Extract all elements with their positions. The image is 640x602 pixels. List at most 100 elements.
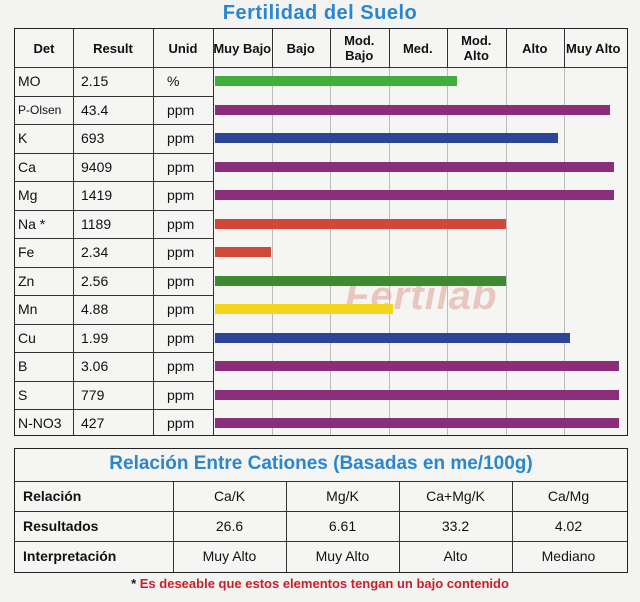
header-level: Muy Bajo <box>213 40 272 56</box>
element-unit: ppm <box>167 158 195 175</box>
element-name: Mg <box>18 187 38 204</box>
header-level: Mod. Alto <box>461 33 492 63</box>
element-result: 693 <box>81 130 105 147</box>
level-divider <box>564 29 565 67</box>
level-bar <box>215 104 610 115</box>
element-name: Mn <box>18 301 38 318</box>
cation-cell: 6.61 <box>328 518 357 534</box>
element-unit: ppm <box>167 415 195 432</box>
column-divider <box>173 481 174 572</box>
header-level: Bajo <box>286 40 315 56</box>
level-gridline <box>505 67 507 435</box>
element-result: 2.34 <box>81 244 109 261</box>
level-bar <box>215 247 271 258</box>
level-divider <box>330 29 331 67</box>
cations-title: Relación Entre Cationes (Basadas en me/1… <box>109 453 533 474</box>
column-divider <box>153 29 154 435</box>
level-bar <box>215 190 614 201</box>
fertility-table: Fertilab Det Result Unid Muy Bajo Bajo Mod. B… <box>14 28 628 436</box>
level-gridline <box>447 67 448 435</box>
row-divider <box>15 511 627 512</box>
element-unit: ppm <box>167 187 195 204</box>
level-gridline <box>564 67 565 435</box>
row-divider <box>15 323 213 325</box>
level-divider <box>388 29 390 67</box>
element-unit: ppm <box>167 329 195 346</box>
element-name: Fe <box>18 244 35 261</box>
element-result: 1.99 <box>81 329 109 346</box>
header-unid: Unid <box>168 40 198 56</box>
header-level: Muy Alto <box>566 40 621 56</box>
level-gridline <box>388 67 390 435</box>
cation-cell: Muy Alto <box>315 548 370 564</box>
cation-cell: Ca+Mg/K <box>426 488 485 504</box>
header-level: Med. <box>402 40 433 56</box>
element-result: 4.88 <box>81 301 109 318</box>
level-divider <box>505 29 507 67</box>
row-divider <box>15 409 213 410</box>
level-bar <box>215 133 558 144</box>
element-result: 9409 <box>81 158 113 175</box>
row-divider <box>15 481 627 482</box>
element-result: 1189 <box>81 215 112 232</box>
element-name: Ca <box>18 158 36 175</box>
row-divider <box>15 352 213 353</box>
element-name: B <box>18 358 28 375</box>
row-divider <box>15 152 213 154</box>
element-unit: ppm <box>167 301 195 318</box>
element-unit: ppm <box>167 215 195 232</box>
footnote-text: Es deseable que estos elementos tengan u… <box>139 576 509 591</box>
level-divider <box>447 29 448 67</box>
row-divider <box>15 124 213 125</box>
cation-cell: Ca/Mg <box>547 488 590 504</box>
row-label: Interpretación <box>23 548 117 564</box>
element-unit: ppm <box>167 358 195 375</box>
row-divider <box>15 209 213 211</box>
header-level: Mod. Bajo <box>344 33 375 63</box>
cation-cell: Mediano <box>541 548 596 564</box>
column-divider <box>512 481 513 572</box>
level-gridline <box>271 67 273 435</box>
element-result: 427 <box>81 415 105 432</box>
element-unit: ppm <box>167 244 195 261</box>
element-unit: % <box>167 73 180 90</box>
level-bar <box>215 389 619 400</box>
cation-cell: 4.02 <box>554 518 583 534</box>
page-title: Fertilidad del Suelo <box>222 2 418 24</box>
level-bar <box>215 418 619 429</box>
row-divider <box>15 238 213 239</box>
row-label: Relación <box>23 488 82 504</box>
element-name: Na * <box>18 215 46 232</box>
element-unit: ppm <box>167 272 195 289</box>
level-bar <box>215 332 570 343</box>
level-bar <box>215 304 393 315</box>
cation-cell: Muy Alto <box>202 548 257 564</box>
cations-table: Relación Entre Cationes (Basadas en me/1… <box>14 448 628 573</box>
column-divider <box>73 29 74 435</box>
level-bar <box>215 161 614 172</box>
header-det: Det <box>33 40 55 56</box>
element-result: 1419 <box>81 187 113 204</box>
element-name: K <box>18 130 28 147</box>
level-bar <box>215 361 619 372</box>
element-name: N-NO3 <box>18 415 62 432</box>
element-unit: ppm <box>167 101 195 118</box>
level-bar <box>215 218 506 229</box>
element-result: 2.56 <box>81 272 109 289</box>
level-bar <box>215 275 506 286</box>
row-divider <box>15 541 627 542</box>
cation-cell: Mg/K <box>326 488 359 504</box>
row-divider <box>15 95 213 97</box>
row-divider <box>15 295 213 296</box>
element-result: 2.15 <box>81 73 109 90</box>
row-label: Resultados <box>23 518 99 534</box>
cation-cell: Ca/K <box>213 488 246 504</box>
element-name: Zn <box>18 272 35 289</box>
header-divider <box>15 67 627 68</box>
element-result: 43.4 <box>81 101 109 118</box>
row-divider <box>15 380 213 382</box>
element-unit: ppm <box>167 386 195 403</box>
row-divider <box>15 266 213 268</box>
level-gridline <box>330 67 331 435</box>
footnote-star: * <box>131 576 137 591</box>
